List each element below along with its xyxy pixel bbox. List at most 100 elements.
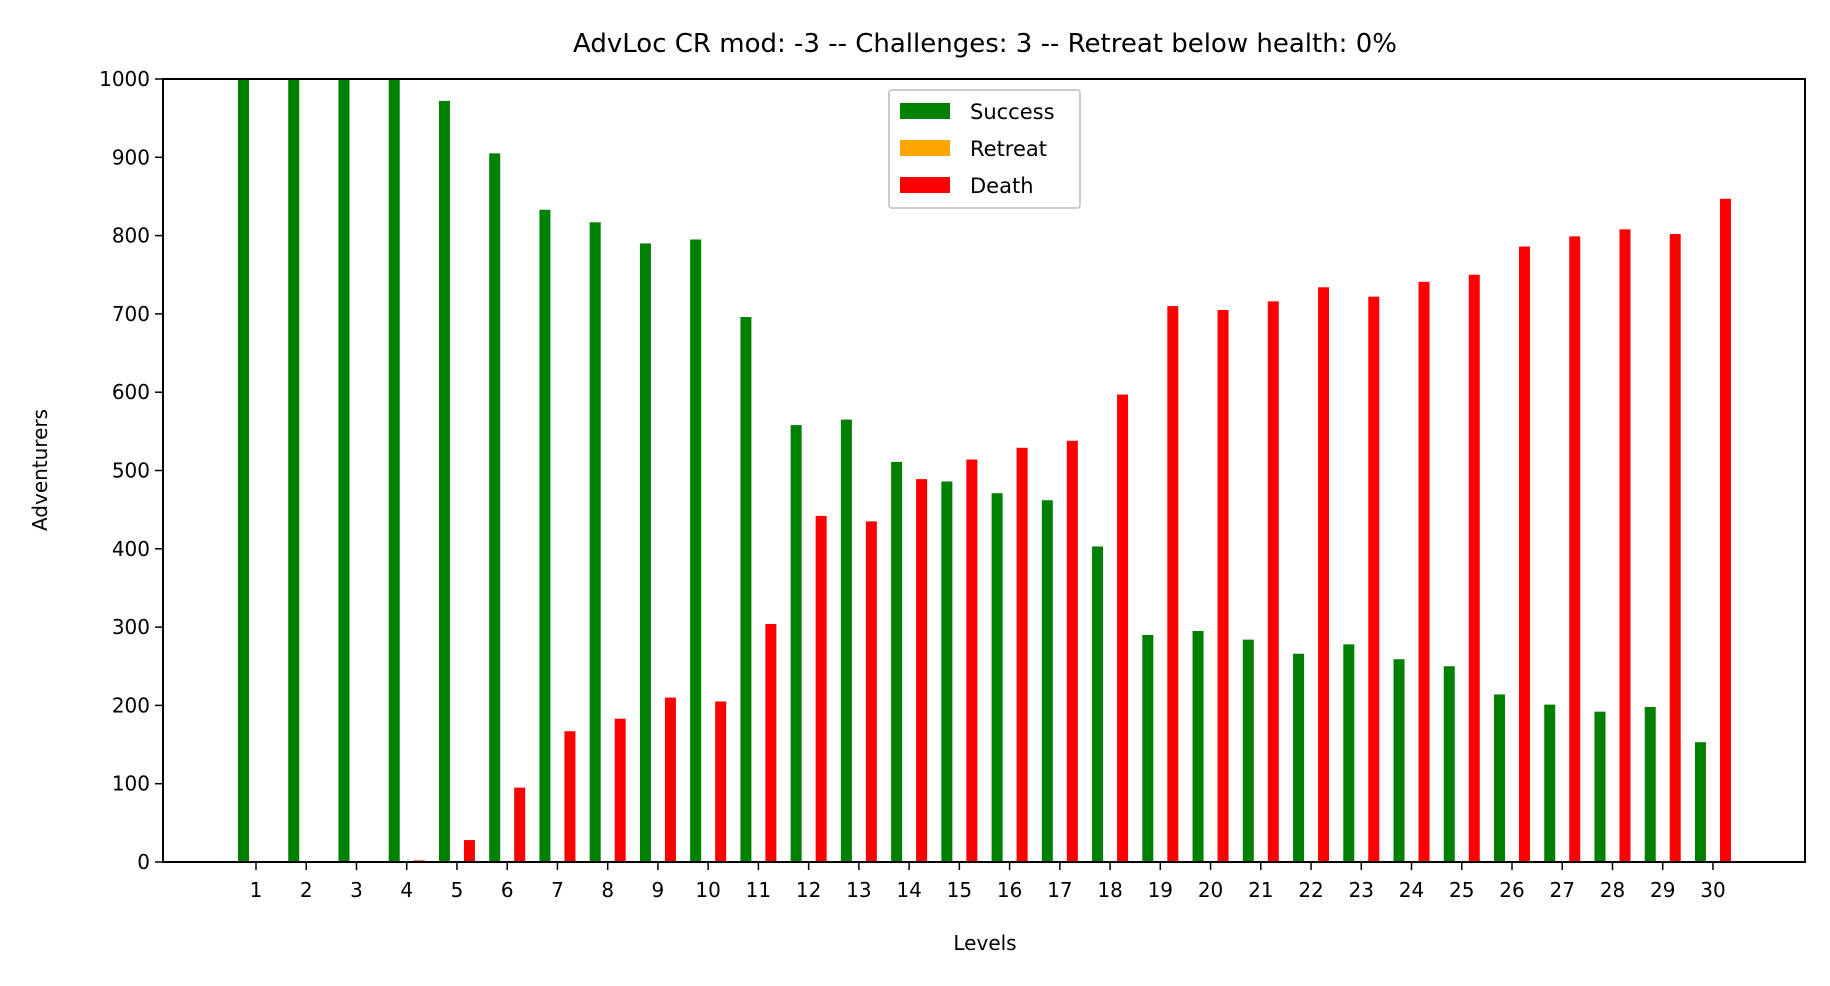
bar-death-level-23: [1368, 296, 1380, 862]
bar-death-level-22: [1318, 287, 1330, 862]
y-tick-label-700: 700: [112, 302, 150, 326]
bar-death-level-12: [815, 515, 827, 862]
x-tick-label-9: 9: [652, 878, 665, 902]
bar-success-level-22: [1293, 653, 1305, 862]
legend-items: Success Retreat Death: [900, 100, 1055, 198]
y-tick-label-0: 0: [137, 850, 150, 874]
legend-swatch-retreat: [900, 140, 950, 156]
bars-layer: [238, 79, 1731, 863]
legend-swatch-death: [900, 177, 950, 193]
bar-death-level-14: [916, 479, 928, 862]
x-tick-label-22: 22: [1298, 878, 1323, 902]
bar-death-level-11: [765, 623, 777, 862]
bar-death-level-29: [1669, 234, 1681, 862]
bar-death-level-18: [1117, 394, 1129, 862]
y-tick-label-400: 400: [112, 537, 150, 561]
bar-death-level-26: [1519, 246, 1530, 862]
x-tick-label-30: 30: [1700, 878, 1725, 902]
x-tick-label-1: 1: [250, 878, 263, 902]
bar-death-level-25: [1468, 274, 1480, 862]
y-tick-label-100: 100: [112, 772, 150, 796]
bar-success-level-6: [489, 153, 501, 862]
bar-success-level-26: [1494, 694, 1505, 862]
x-tick-label-23: 23: [1349, 878, 1374, 902]
bar-success-level-12: [790, 425, 802, 862]
y-tick-label-200: 200: [112, 693, 150, 717]
x-tick-label-15: 15: [947, 878, 972, 902]
bar-death-level-17: [1066, 440, 1078, 862]
bar-success-level-24: [1393, 659, 1405, 862]
y-axis-label: Adventurers: [28, 409, 52, 531]
x-tick-label-19: 19: [1148, 878, 1173, 902]
x-tick-label-26: 26: [1499, 878, 1524, 902]
bar-death-level-10: [715, 701, 727, 862]
x-tick-label-2: 2: [300, 878, 313, 902]
legend: Success Retreat Death: [888, 89, 1081, 209]
x-tick-label-20: 20: [1198, 878, 1223, 902]
x-axis-label: Levels: [953, 931, 1016, 955]
bar-success-level-2: [288, 79, 300, 862]
x-tick-label-3: 3: [350, 878, 363, 902]
bar-success-level-15: [941, 481, 953, 862]
bar-success-level-7: [539, 209, 551, 862]
y-tick-label-800: 800: [112, 224, 150, 248]
bar-death-level-28: [1619, 229, 1631, 863]
bar-success-level-25: [1443, 666, 1455, 862]
x-tick-label-13: 13: [846, 878, 871, 902]
bar-death-level-27: [1569, 236, 1581, 862]
bar-death-level-15: [966, 459, 978, 862]
bar-death-level-6: [514, 787, 526, 862]
bar-success-level-14: [891, 461, 903, 862]
bar-success-level-17: [1041, 500, 1053, 862]
x-tick-label-7: 7: [551, 878, 564, 902]
bar-success-level-10: [690, 239, 702, 862]
bar-death-level-21: [1267, 301, 1279, 862]
bar-success-level-9: [639, 243, 651, 862]
bar-success-level-23: [1343, 644, 1355, 862]
bar-success-level-20: [1192, 631, 1204, 862]
bar-success-level-29: [1644, 706, 1656, 862]
x-tick-label-21: 21: [1248, 878, 1273, 902]
bar-success-level-18: [1092, 546, 1104, 862]
bar-death-level-9: [664, 697, 676, 862]
legend-label-death: Death: [970, 174, 1034, 198]
bar-success-level-5: [438, 100, 450, 863]
bar-death-level-19: [1167, 306, 1179, 862]
bar-success-level-16: [991, 493, 1003, 862]
bar-success-level-11: [740, 317, 752, 862]
x-tick-label-29: 29: [1650, 878, 1675, 902]
bar-success-level-21: [1242, 639, 1254, 862]
legend-swatch-success: [900, 103, 950, 119]
bar-death-level-13: [865, 521, 877, 862]
bar-death-level-30: [1719, 198, 1731, 863]
bar-success-level-4: [388, 79, 400, 862]
y-tick-label-900: 900: [112, 145, 150, 169]
bar-death-level-5: [463, 840, 475, 862]
bar-success-level-19: [1142, 634, 1154, 862]
x-tick-label-28: 28: [1600, 878, 1625, 902]
bar-success-level-8: [589, 222, 601, 863]
y-tick-label-1000: 1000: [99, 67, 150, 91]
x-tick-label-12: 12: [796, 878, 821, 902]
x-tick-label-5: 5: [451, 878, 464, 902]
x-tick-label-11: 11: [746, 878, 771, 902]
bar-death-level-20: [1217, 309, 1229, 862]
x-tick-label-25: 25: [1449, 878, 1474, 902]
legend-label-retreat: Retreat: [970, 137, 1047, 161]
bar-success-level-13: [840, 419, 852, 862]
bar-success-level-30: [1694, 742, 1706, 862]
bar-success-level-27: [1544, 704, 1556, 862]
x-tick-label-16: 16: [997, 878, 1022, 902]
bar-death-level-8: [614, 718, 626, 862]
bar-death-level-7: [564, 731, 576, 862]
x-tick-label-14: 14: [896, 878, 921, 902]
x-tick-label-27: 27: [1550, 878, 1575, 902]
plot-frame: [162, 78, 1806, 863]
bar-success-level-3: [338, 79, 350, 862]
bar-success-level-1: [238, 79, 249, 862]
bar-success-level-28: [1594, 711, 1606, 862]
x-tick-label-24: 24: [1399, 878, 1424, 902]
x-tick-label-4: 4: [400, 878, 413, 902]
